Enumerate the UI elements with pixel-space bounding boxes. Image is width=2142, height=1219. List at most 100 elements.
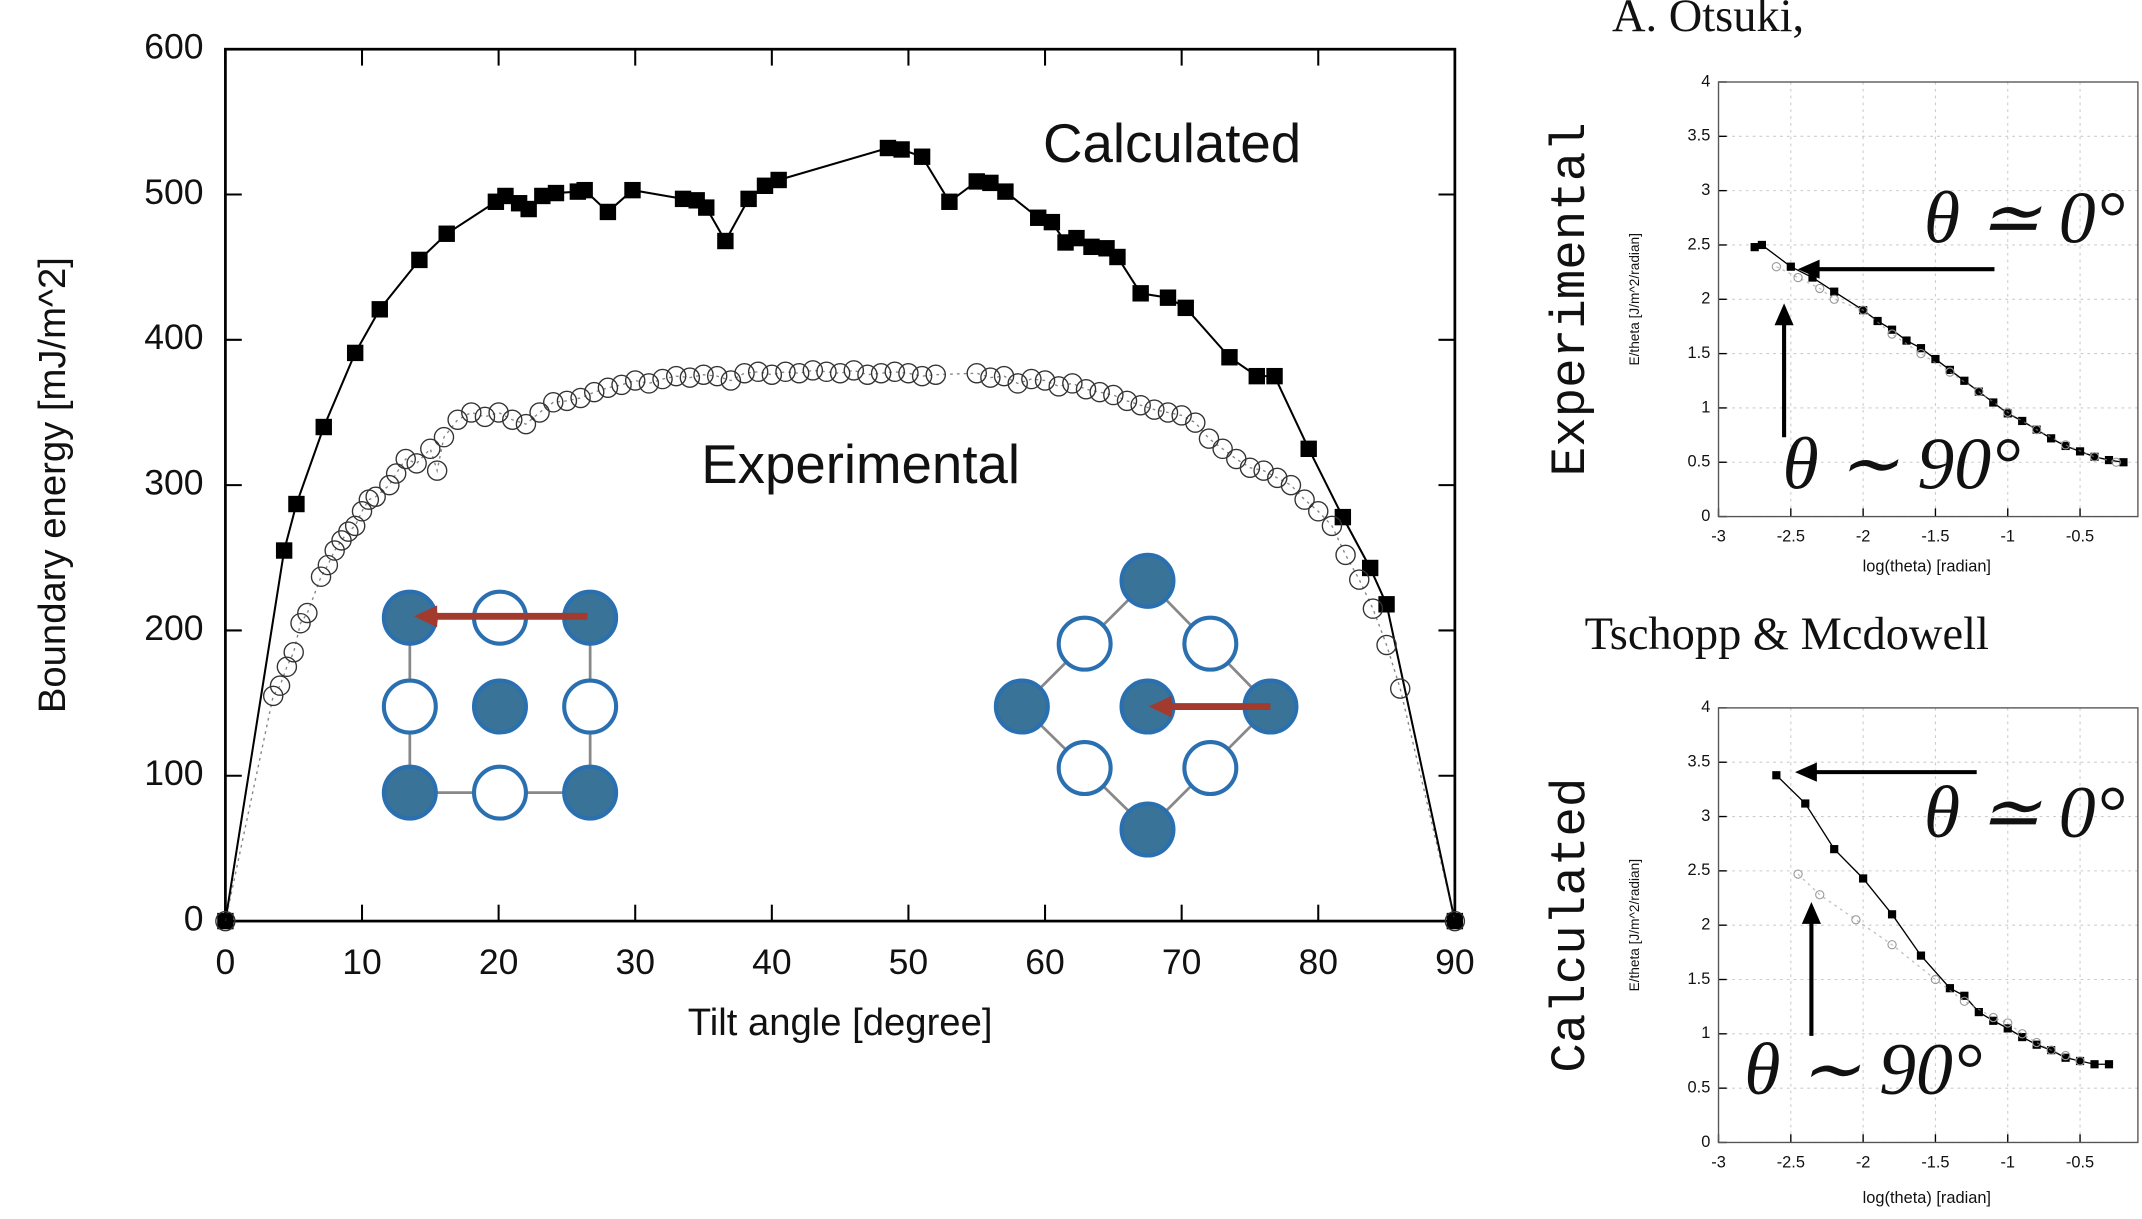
data-point — [2017, 1029, 2027, 1039]
data-point — [438, 225, 455, 242]
data-point — [870, 362, 892, 384]
data-point — [980, 367, 1001, 388]
data-point — [2003, 407, 2013, 417]
data-point — [379, 474, 400, 496]
data-point — [893, 141, 910, 158]
data-point — [884, 361, 906, 383]
data-point — [461, 402, 482, 423]
data-point — [913, 148, 931, 165]
y-tick-label: 0.5 — [1688, 1078, 1711, 1096]
data-point — [1075, 378, 1097, 400]
y-tick-label: 2 — [1701, 916, 1710, 934]
data-point — [747, 361, 769, 383]
y-tick-label: 3 — [1701, 807, 1710, 825]
data-point — [1960, 376, 1969, 385]
data-point — [2003, 1024, 2012, 1033]
data-point — [2032, 425, 2042, 435]
data-point — [1198, 428, 1220, 449]
data-point — [529, 402, 550, 423]
data-point — [290, 612, 311, 634]
data-point — [1771, 262, 1782, 272]
data-point — [1348, 569, 1370, 590]
data-point — [1321, 515, 1343, 537]
data-point — [2104, 1060, 2114, 1069]
y-tick-label: 0.5 — [1688, 453, 1711, 471]
data-point — [706, 365, 728, 387]
x-axis-label: log(theta) [radian] — [1863, 557, 1991, 575]
x-tick-label: -2 — [1856, 1153, 1871, 1171]
data-point — [426, 460, 448, 481]
data-point — [420, 438, 441, 460]
data-point — [1239, 457, 1261, 478]
x-tick-label: 80 — [1299, 942, 1339, 982]
data-point — [1830, 845, 1839, 854]
data-point — [1945, 367, 1955, 377]
data-point — [1300, 440, 1317, 458]
data-point — [816, 361, 837, 383]
data-point — [1030, 209, 1047, 226]
data-point — [898, 362, 919, 384]
data-point — [288, 495, 305, 513]
data-point — [520, 200, 537, 218]
data-point — [1989, 1016, 1998, 1025]
y-tick-label: 300 — [144, 463, 203, 503]
data-point — [515, 413, 537, 435]
data-point — [1248, 367, 1265, 385]
data-point — [1144, 399, 1165, 420]
data-point — [1334, 508, 1352, 526]
data-point — [1212, 438, 1233, 460]
data-point — [1294, 489, 1315, 510]
data-point — [1335, 544, 1356, 566]
x-axis-label: Tilt angle [degree] — [688, 1001, 993, 1044]
data-point — [2061, 441, 2070, 451]
annotation: θ ∼ 90° — [1744, 1028, 1982, 1110]
arrow-head — [1774, 303, 1794, 326]
y-axis-label: E/theta [J/m^2/radian] — [1627, 859, 1642, 991]
data-point — [276, 656, 298, 678]
data-point — [1786, 262, 1795, 271]
data-point — [1757, 240, 1767, 250]
data-point — [698, 199, 715, 216]
data-point — [1945, 984, 1955, 993]
data-point — [344, 515, 366, 537]
data-point — [315, 418, 332, 436]
data-point — [1873, 316, 1882, 326]
annotation: θ ∼ 90° — [1782, 422, 2020, 504]
y-tick-label: 1 — [1701, 398, 1710, 416]
data-point — [2003, 1018, 2013, 1028]
data-point — [1444, 910, 1466, 932]
series-line — [1776, 266, 2117, 463]
x-tick-label: -2 — [1856, 527, 1871, 545]
data-point — [597, 377, 619, 399]
data-point — [576, 181, 593, 199]
arrow-head — [1801, 901, 1821, 924]
data-point — [1157, 402, 1179, 423]
y-tick-label: 0 — [1701, 507, 1710, 525]
data-point — [674, 190, 692, 208]
data-point — [1793, 272, 1803, 283]
x-tick-label: -2.5 — [1777, 527, 1805, 545]
x-tick-label: 20 — [479, 942, 519, 982]
data-point — [371, 301, 388, 318]
data-point — [1083, 238, 1100, 256]
data-point — [775, 361, 796, 383]
data-point — [1376, 634, 1397, 656]
data-point — [879, 139, 897, 157]
x-tick-label: -0.5 — [2066, 1153, 2094, 1171]
lattice-atoms — [993, 552, 1299, 858]
data-point — [1007, 373, 1028, 394]
x-tick-label: 0 — [216, 942, 236, 982]
data-point — [1916, 344, 1926, 353]
y-tick-label: 0 — [184, 898, 204, 938]
data-point — [1916, 951, 1926, 960]
x-tick-label: -3 — [1711, 527, 1726, 545]
data-point — [993, 365, 1015, 387]
data-point — [1945, 365, 1955, 375]
data-point — [1974, 1007, 1983, 1017]
data-point — [1253, 460, 1274, 481]
data-point — [1177, 299, 1194, 317]
data-point — [262, 685, 284, 707]
data-point — [570, 387, 591, 409]
data-point — [1989, 398, 1998, 407]
